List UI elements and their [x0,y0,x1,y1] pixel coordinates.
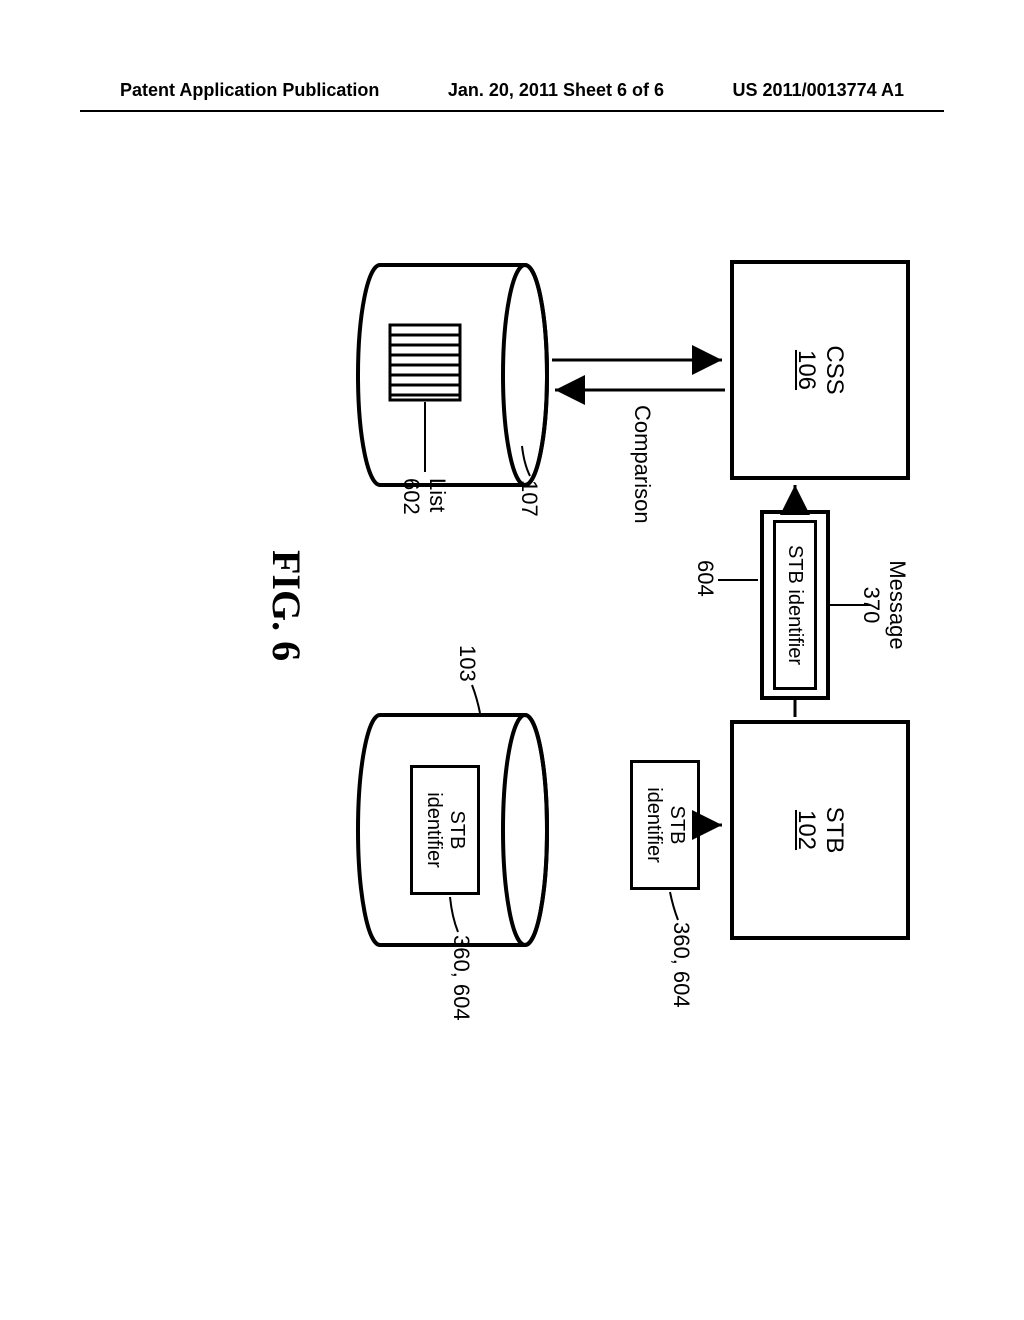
stb-cyl-leads [250,210,970,1030]
header-rule [80,110,944,112]
header-left: Patent Application Publication [120,80,379,101]
diagram-inner: CSS 106 STB 102 STB identifier Message 3… [250,210,970,1030]
header-right: US 2011/0013774 A1 [733,80,904,101]
figure-label: FIG. 6 [263,550,310,661]
diagram: CSS 106 STB 102 STB identifier Message 3… [150,210,870,1030]
page-header: Patent Application Publication Jan. 20, … [0,80,1024,101]
stb-cyl-ref: 103 [454,645,480,682]
header-center: Jan. 20, 2011 Sheet 6 of 6 [448,80,664,101]
stb-id-cyl-ref: 360, 604 [448,935,474,1021]
